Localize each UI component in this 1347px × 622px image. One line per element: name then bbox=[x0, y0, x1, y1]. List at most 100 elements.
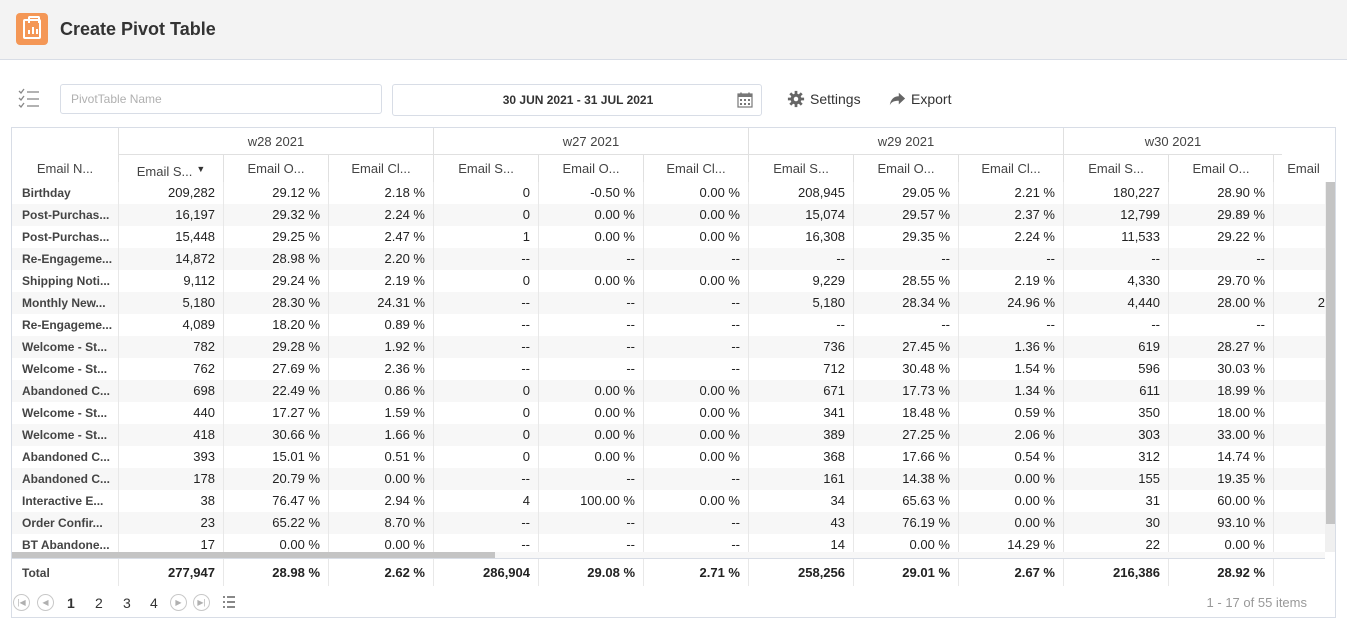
table-cell[interactable]: 1.59 % bbox=[328, 402, 433, 424]
table-cell[interactable]: 0 bbox=[433, 446, 538, 468]
table-cell[interactable]: 2.37 % bbox=[958, 204, 1063, 226]
table-cell[interactable]: 2.94 % bbox=[328, 490, 433, 512]
table-cell[interactable]: 0.00 % bbox=[538, 446, 643, 468]
table-cell[interactable]: 303 bbox=[1063, 424, 1168, 446]
table-cell[interactable]: 1.66 % bbox=[328, 424, 433, 446]
table-cell[interactable]: 18.48 % bbox=[853, 402, 958, 424]
table-cell[interactable]: 619 bbox=[1063, 336, 1168, 358]
table-cell[interactable]: 5,180 bbox=[118, 292, 223, 314]
table-cell[interactable]: 161 bbox=[748, 468, 853, 490]
table-cell[interactable] bbox=[1273, 534, 1325, 552]
week-group-header[interactable]: w30 2021 bbox=[1063, 128, 1282, 155]
table-cell[interactable]: -- bbox=[538, 292, 643, 314]
table-cell[interactable]: 28.34 % bbox=[853, 292, 958, 314]
table-cell[interactable]: 18.00 % bbox=[1168, 402, 1273, 424]
table-cell[interactable]: -- bbox=[748, 314, 853, 336]
row-label[interactable]: Abandoned C... bbox=[22, 472, 110, 486]
table-cell[interactable] bbox=[1273, 512, 1325, 534]
table-cell[interactable]: 76.47 % bbox=[223, 490, 328, 512]
table-cell[interactable]: -- bbox=[958, 248, 1063, 270]
table-cell[interactable]: -- bbox=[1063, 248, 1168, 270]
table-cell[interactable]: 0.00 % bbox=[328, 468, 433, 490]
page-4[interactable]: 4 bbox=[150, 595, 158, 611]
table-cell[interactable]: 1.92 % bbox=[328, 336, 433, 358]
table-cell[interactable]: 15,448 bbox=[118, 226, 223, 248]
column-header[interactable]: Email S... bbox=[748, 155, 853, 182]
column-header[interactable]: Email O... bbox=[223, 155, 328, 182]
column-header[interactable]: Email Cl... bbox=[643, 155, 748, 182]
table-cell[interactable] bbox=[1273, 270, 1325, 292]
horizontal-scroll-thumb[interactable] bbox=[12, 552, 495, 558]
table-cell[interactable]: 0.00 % bbox=[538, 270, 643, 292]
row-label[interactable]: Welcome - St... bbox=[22, 406, 108, 420]
table-cell[interactable] bbox=[1273, 358, 1325, 380]
table-cell[interactable] bbox=[1273, 402, 1325, 424]
table-cell[interactable]: 0.00 % bbox=[958, 512, 1063, 534]
table-cell[interactable]: 29.12 % bbox=[223, 182, 328, 204]
table-cell[interactable]: -0.50 % bbox=[538, 182, 643, 204]
table-cell[interactable]: 4 bbox=[433, 490, 538, 512]
table-cell[interactable]: 60.00 % bbox=[1168, 490, 1273, 512]
row-label[interactable]: Welcome - St... bbox=[22, 428, 108, 442]
row-header-column[interactable]: Email N... bbox=[12, 128, 118, 182]
table-cell[interactable]: 14,872 bbox=[118, 248, 223, 270]
table-cell[interactable]: 15,074 bbox=[748, 204, 853, 226]
sort-descending-icon[interactable]: ▼ bbox=[196, 164, 206, 174]
table-cell[interactable]: 0.00 % bbox=[643, 490, 748, 512]
table-cell[interactable]: -- bbox=[538, 248, 643, 270]
table-cell[interactable]: -- bbox=[433, 512, 538, 534]
table-cell[interactable]: 29.32 % bbox=[223, 204, 328, 226]
table-cell[interactable]: 209,282 bbox=[118, 182, 223, 204]
table-cell[interactable]: 18.20 % bbox=[223, 314, 328, 336]
column-header[interactable]: Email O... bbox=[538, 155, 643, 182]
table-cell[interactable]: 43 bbox=[748, 512, 853, 534]
week-group-header[interactable]: w29 2021 bbox=[748, 128, 1063, 155]
table-cell[interactable]: 24.31 % bbox=[328, 292, 433, 314]
row-label[interactable]: Birthday bbox=[22, 186, 71, 200]
table-cell[interactable]: 34 bbox=[748, 490, 853, 512]
table-cell[interactable]: 14 bbox=[748, 534, 853, 552]
row-label[interactable]: Post-Purchas... bbox=[22, 230, 110, 244]
settings-button[interactable]: Settings bbox=[787, 90, 861, 108]
table-cell[interactable]: -- bbox=[538, 512, 643, 534]
table-cell[interactable]: 30.03 % bbox=[1168, 358, 1273, 380]
table-cell[interactable] bbox=[1273, 314, 1325, 336]
table-cell[interactable]: 2.19 % bbox=[328, 270, 433, 292]
table-cell[interactable]: 2.19 % bbox=[958, 270, 1063, 292]
table-cell[interactable]: 611 bbox=[1063, 380, 1168, 402]
table-cell[interactable]: 2.24 % bbox=[958, 226, 1063, 248]
export-button[interactable]: Export bbox=[888, 90, 951, 108]
table-cell[interactable]: -- bbox=[643, 534, 748, 552]
table-cell[interactable]: 0 bbox=[433, 380, 538, 402]
table-cell[interactable]: -- bbox=[538, 358, 643, 380]
table-cell[interactable]: -- bbox=[643, 358, 748, 380]
table-cell[interactable]: 440 bbox=[118, 402, 223, 424]
table-cell[interactable]: 0.00 % bbox=[643, 380, 748, 402]
table-cell[interactable]: 341 bbox=[748, 402, 853, 424]
table-cell[interactable]: 0.59 % bbox=[958, 402, 1063, 424]
table-cell[interactable]: -- bbox=[1168, 314, 1273, 336]
table-cell[interactable]: 762 bbox=[118, 358, 223, 380]
table-cell[interactable]: 0.00 % bbox=[538, 226, 643, 248]
table-cell[interactable]: -- bbox=[958, 314, 1063, 336]
table-cell[interactable]: 1.36 % bbox=[958, 336, 1063, 358]
table-cell[interactable]: 24.96 % bbox=[958, 292, 1063, 314]
column-header[interactable]: Email S... bbox=[1063, 155, 1168, 182]
table-cell[interactable] bbox=[1273, 182, 1325, 204]
table-cell[interactable]: 17.66 % bbox=[853, 446, 958, 468]
table-cell[interactable] bbox=[1273, 380, 1325, 402]
table-cell[interactable]: 782 bbox=[118, 336, 223, 358]
table-cell[interactable]: 0.00 % bbox=[853, 534, 958, 552]
table-cell[interactable]: 5,180 bbox=[748, 292, 853, 314]
table-cell[interactable]: -- bbox=[1168, 248, 1273, 270]
table-cell[interactable]: 14.29 % bbox=[958, 534, 1063, 552]
table-cell[interactable]: 29.28 % bbox=[223, 336, 328, 358]
table-cell[interactable]: 155 bbox=[1063, 468, 1168, 490]
table-cell[interactable]: 16,197 bbox=[118, 204, 223, 226]
table-cell[interactable]: 596 bbox=[1063, 358, 1168, 380]
table-cell[interactable]: -- bbox=[643, 512, 748, 534]
prev-page-button[interactable]: ◀ bbox=[37, 594, 54, 611]
table-cell[interactable]: 0.00 % bbox=[538, 424, 643, 446]
column-header[interactable]: Email O... bbox=[853, 155, 958, 182]
table-cell[interactable]: 0.00 % bbox=[538, 204, 643, 226]
